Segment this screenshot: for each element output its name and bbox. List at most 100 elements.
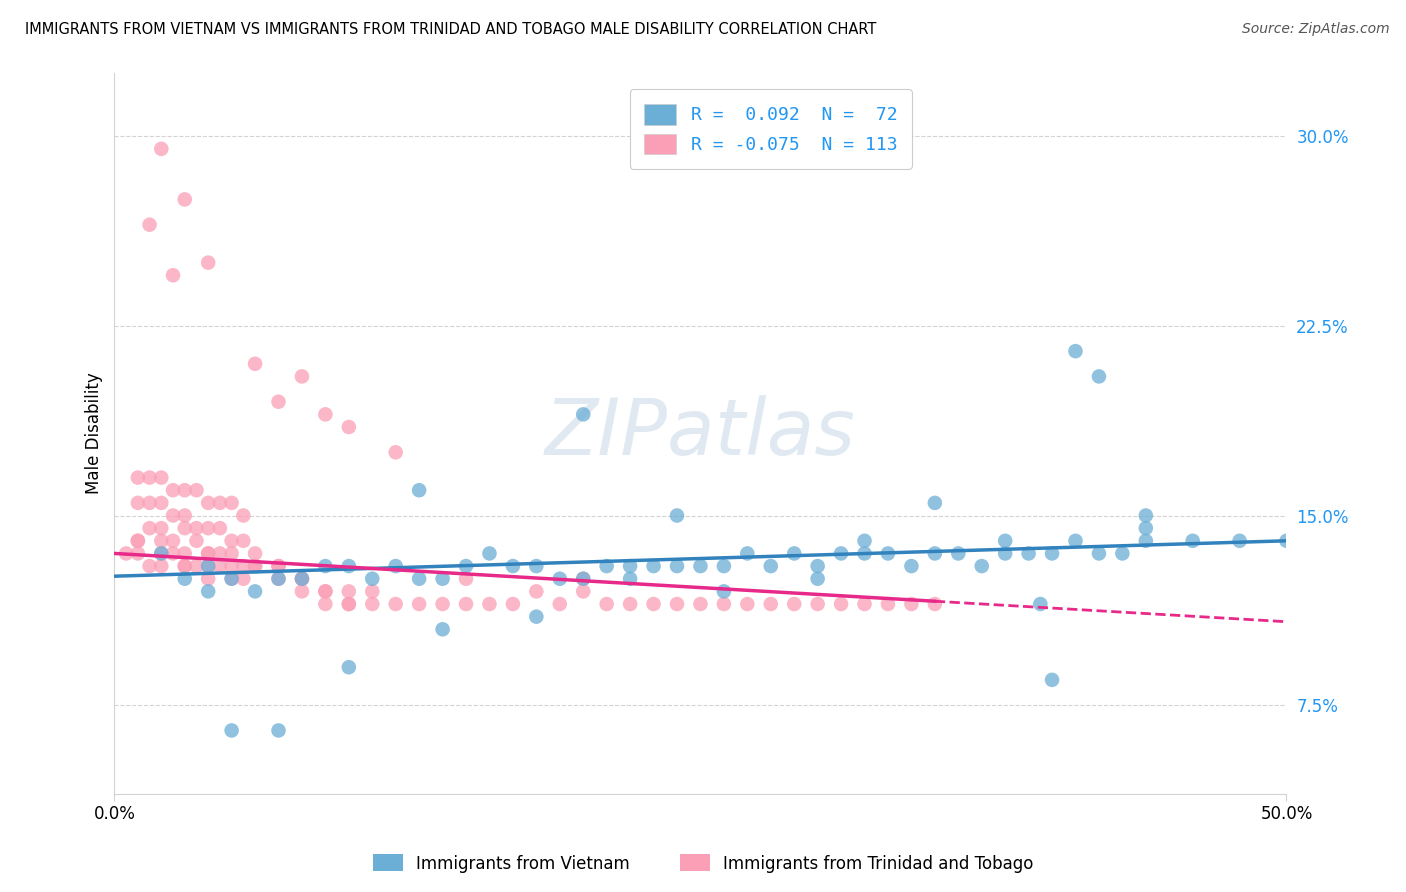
- Point: [830, 597, 852, 611]
- Point: [208, 546, 231, 560]
- Point: [232, 508, 254, 523]
- Point: [162, 546, 184, 560]
- Point: [173, 572, 195, 586]
- Point: [150, 546, 173, 560]
- Point: [1018, 546, 1040, 560]
- Point: [759, 559, 782, 574]
- Point: [384, 445, 406, 459]
- Point: [572, 572, 595, 586]
- Point: [138, 218, 160, 232]
- Point: [197, 572, 219, 586]
- Point: [173, 508, 195, 523]
- Point: [267, 559, 290, 574]
- Point: [291, 584, 314, 599]
- Point: [267, 559, 290, 574]
- Point: [454, 559, 477, 574]
- Point: [713, 559, 735, 574]
- Point: [408, 572, 430, 586]
- Point: [115, 546, 138, 560]
- Point: [384, 597, 406, 611]
- Point: [208, 559, 231, 574]
- Point: [572, 572, 595, 586]
- Point: [408, 483, 430, 498]
- Point: [138, 470, 160, 484]
- Point: [454, 572, 477, 586]
- Point: [619, 572, 641, 586]
- Point: [186, 533, 208, 548]
- Point: [1029, 597, 1052, 611]
- Point: [1229, 533, 1251, 548]
- Point: [337, 597, 360, 611]
- Point: [186, 483, 208, 498]
- Point: [454, 597, 477, 611]
- Point: [243, 559, 266, 574]
- Point: [408, 597, 430, 611]
- Point: [1040, 546, 1063, 560]
- Point: [232, 533, 254, 548]
- Point: [900, 597, 922, 611]
- Point: [524, 584, 547, 599]
- Point: [197, 584, 219, 599]
- Point: [221, 572, 243, 586]
- Point: [232, 572, 254, 586]
- Point: [291, 369, 314, 384]
- Point: [853, 546, 876, 560]
- Point: [994, 546, 1017, 560]
- Point: [900, 559, 922, 574]
- Point: [197, 255, 219, 269]
- Point: [478, 546, 501, 560]
- Point: [173, 546, 195, 560]
- Point: [291, 572, 314, 586]
- Point: [713, 597, 735, 611]
- Point: [1111, 546, 1133, 560]
- Point: [221, 723, 243, 738]
- Point: [221, 559, 243, 574]
- Point: [337, 660, 360, 674]
- Point: [478, 597, 501, 611]
- Point: [197, 546, 219, 560]
- Point: [1064, 344, 1087, 359]
- Point: [924, 496, 946, 510]
- Point: [150, 496, 173, 510]
- Text: Source: ZipAtlas.com: Source: ZipAtlas.com: [1241, 22, 1389, 37]
- Point: [853, 597, 876, 611]
- Point: [1181, 533, 1204, 548]
- Point: [127, 496, 149, 510]
- Point: [524, 559, 547, 574]
- Point: [619, 597, 641, 611]
- Point: [243, 559, 266, 574]
- Point: [361, 584, 384, 599]
- Point: [994, 533, 1017, 548]
- Point: [314, 559, 336, 574]
- Point: [162, 268, 184, 283]
- Point: [221, 533, 243, 548]
- Point: [173, 193, 195, 207]
- Point: [138, 496, 160, 510]
- Point: [150, 521, 173, 535]
- Point: [186, 559, 208, 574]
- Point: [737, 597, 759, 611]
- Point: [267, 723, 290, 738]
- Text: ZIPatlas: ZIPatlas: [546, 395, 856, 471]
- Point: [361, 597, 384, 611]
- Point: [1064, 533, 1087, 548]
- Point: [150, 470, 173, 484]
- Point: [970, 559, 993, 574]
- Point: [138, 559, 160, 574]
- Point: [337, 420, 360, 434]
- Point: [666, 508, 689, 523]
- Point: [783, 546, 806, 560]
- Point: [173, 521, 195, 535]
- Point: [337, 597, 360, 611]
- Point: [197, 496, 219, 510]
- Point: [384, 559, 406, 574]
- Point: [1275, 533, 1298, 548]
- Point: [162, 483, 184, 498]
- Point: [127, 533, 149, 548]
- Point: [186, 521, 208, 535]
- Point: [666, 597, 689, 611]
- Point: [267, 572, 290, 586]
- Text: IMMIGRANTS FROM VIETNAM VS IMMIGRANTS FROM TRINIDAD AND TOBAGO MALE DISABILITY C: IMMIGRANTS FROM VIETNAM VS IMMIGRANTS FR…: [25, 22, 877, 37]
- Point: [291, 572, 314, 586]
- Point: [432, 572, 454, 586]
